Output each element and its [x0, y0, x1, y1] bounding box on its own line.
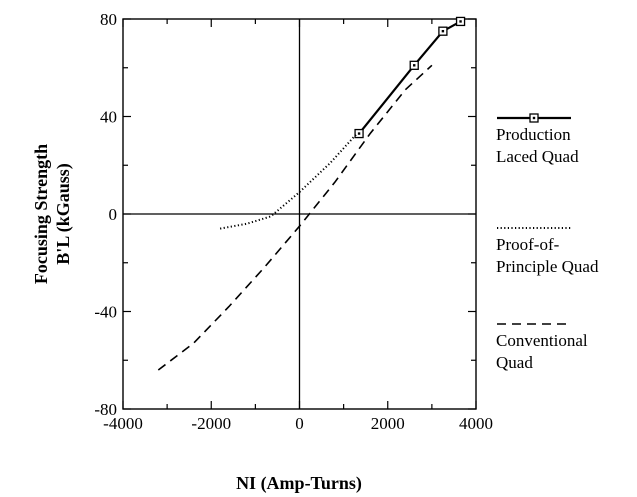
y-tick-label: 80 [100, 10, 117, 29]
legend-label-2: Principle Quad [496, 257, 599, 276]
series-1-marker-dot [357, 132, 361, 135]
x-tick-label: 0 [295, 414, 304, 433]
series-line-2 [219, 132, 358, 230]
y-axis-title: Focusing Strength B'L (kGauss) [31, 144, 74, 284]
series-line-1 [358, 20, 462, 135]
series-1-marker-dot [441, 29, 445, 33]
x-tick-label: -2000 [191, 414, 231, 433]
tick-labels: -4000 -2000 0 2000 4000 -80 -40 0 40 80 [94, 10, 493, 433]
legend-label-2: Proof-of- [496, 235, 560, 254]
x-axis-title: NI (Amp-Turns) [236, 473, 362, 494]
series-1-marker-dot [459, 20, 462, 23]
legend-label-3: Quad [496, 353, 533, 372]
y-tick-label: 40 [100, 108, 117, 127]
y-axis-title-line2: B'L (kGauss) [53, 163, 74, 265]
legend-label-1: Production [496, 125, 571, 144]
x-tick-label: -4000 [103, 414, 143, 433]
y-tick-label: -40 [94, 303, 117, 322]
y-tick-label: 0 [109, 205, 118, 224]
series-1-marker-dot [413, 64, 416, 67]
y-axis-title-line1: Focusing Strength [31, 144, 51, 284]
legend-label-1: Laced Quad [496, 147, 579, 166]
series-line-3 [157, 64, 433, 371]
legend-label-3: Conventional [496, 331, 588, 350]
legend-marker-dot-1 [532, 116, 536, 120]
x-tick-label: 4000 [459, 414, 493, 433]
series-layer [157, 16, 466, 371]
y-tick-label: -80 [94, 400, 117, 419]
x-tick-label: 2000 [371, 414, 405, 433]
zero-lines [123, 19, 476, 409]
legend: Production Laced Quad Proof-of- Principle Q… [496, 113, 599, 372]
